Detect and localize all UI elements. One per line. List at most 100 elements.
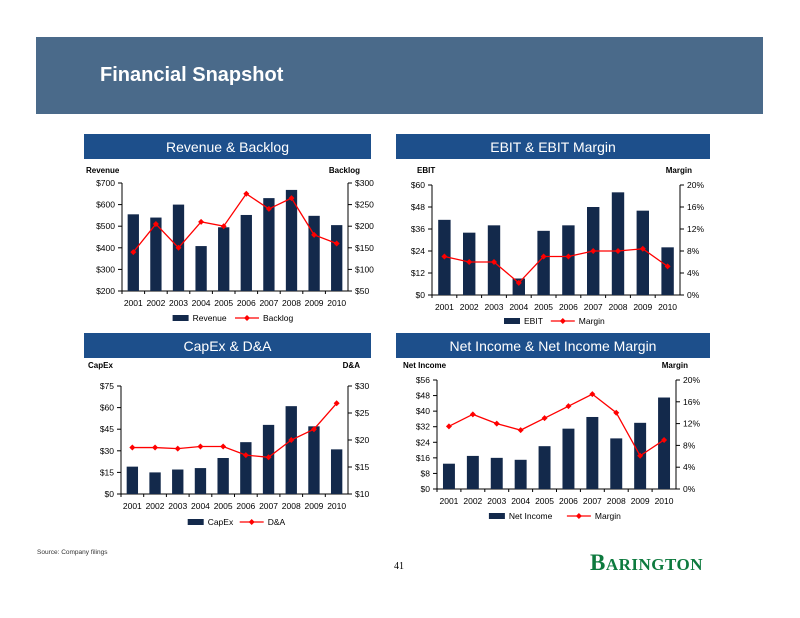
right-tick-label: 4% (687, 268, 700, 278)
right-tick-label: $10 (355, 489, 369, 499)
company-logo: BARINGTON (590, 550, 703, 576)
ebit-margin-chart: EBIT Margin $0 $12 $24 $36 $48 $60 0% 4% 8% 12% 16% 2… (411, 166, 705, 326)
right-tick-label: $250 (355, 200, 374, 210)
category-label: 2007 (259, 501, 278, 511)
category-label: 2009 (305, 298, 324, 308)
left-tick-label: $24 (416, 437, 430, 447)
line-point-2008 (288, 195, 295, 202)
page-title: Financial Snapshot (100, 64, 284, 86)
category-label: 2005 (214, 298, 233, 308)
category-label: 2004 (192, 298, 211, 308)
category-label: 2008 (282, 501, 301, 511)
right-tick-label: 20% (687, 180, 704, 190)
bar-capex-2009 (308, 426, 320, 494)
category-label: 2005 (214, 501, 233, 511)
line-point-2003 (491, 259, 497, 265)
legend-bar-swatch (187, 519, 204, 525)
category-label: 2003 (168, 501, 187, 511)
legend-line-marker (575, 513, 582, 519)
line-point-2004 (197, 443, 204, 450)
bar-ebit-2009 (636, 210, 649, 295)
category-label: 2003 (485, 302, 504, 312)
right-tick-label: 20% (683, 375, 700, 385)
category-label: 2001 (124, 298, 143, 308)
line-point-2006 (565, 253, 572, 260)
title-banner: Financial Snapshot (36, 37, 763, 114)
left-axis-title: EBIT (417, 166, 435, 175)
line-point-2004 (515, 279, 522, 286)
line-point-2009 (311, 231, 318, 238)
line-point-2003 (175, 244, 182, 251)
left-tick-label: $24 (411, 246, 425, 256)
category-label: 2001 (435, 302, 454, 312)
bar-capex-2001 (126, 466, 139, 494)
line-point-2008 (288, 437, 295, 443)
legend-bar-swatch (504, 318, 520, 324)
bar-revenue-2009 (308, 215, 320, 291)
line-point-2010 (333, 400, 340, 407)
bar-net-income-2002 (466, 455, 479, 489)
bar-revenue-2004 (195, 246, 207, 291)
category-label: 2009 (633, 302, 652, 312)
left-tick-label: $0 (421, 484, 431, 494)
line-series-backlog (132, 192, 337, 253)
bar-capex-2002 (149, 472, 161, 494)
revenue-backlog-chart: Revenue Backlog $200 $300 $400 $500 $600 $700 $5… (86, 166, 374, 323)
bar-capex-2010 (330, 449, 343, 494)
right-tick-label: $25 (355, 408, 369, 418)
bar-ebit-2005 (537, 230, 550, 295)
left-tick-label: $60 (100, 403, 114, 413)
category-label: 2005 (534, 302, 553, 312)
right-tick-label: 16% (687, 202, 704, 212)
category-label: 2010 (658, 302, 677, 312)
right-tick-label: 8% (683, 440, 696, 450)
line-point-2003 (493, 420, 500, 427)
line-point-2009 (639, 245, 646, 252)
category-label: 2008 (282, 298, 301, 308)
line-point-2005 (540, 253, 547, 260)
line-point-2005 (220, 223, 227, 230)
category-label: 2002 (463, 496, 482, 506)
category-label: 2004 (509, 302, 528, 312)
bar-net-income-2005 (538, 446, 551, 489)
bar-net-income-2007 (586, 416, 599, 489)
left-tick-label: $48 (416, 391, 430, 401)
category-label: 2008 (607, 496, 626, 506)
right-tick-label: 12% (687, 224, 704, 234)
line-series-margin (448, 393, 665, 457)
bar-revenue-2002 (150, 217, 162, 291)
line-point-2004 (198, 218, 205, 225)
left-tick-label: $0 (105, 489, 115, 499)
legend-bar-label: CapEx (208, 517, 234, 527)
right-tick-label: 12% (683, 419, 700, 429)
right-tick-label: 0% (687, 290, 700, 300)
bar-revenue-2006 (240, 214, 252, 291)
line-point-2001 (129, 444, 136, 451)
bar-revenue-2008 (285, 189, 298, 291)
right-axis-title: D&A (343, 361, 361, 370)
left-tick-label: $300 (96, 264, 115, 274)
category-label: 2006 (237, 298, 256, 308)
bar-ebit-2008 (611, 192, 625, 295)
capex-da-header: CapEx & D&A (84, 333, 371, 358)
category-label: 2007 (584, 302, 603, 312)
line-point-2008 (613, 409, 620, 416)
page-number: 41 (394, 561, 404, 572)
net-income-margin-chart: Net Income Margin $0 $8 $16 $24 $32 $40 $48 $56 0%… (403, 361, 700, 521)
category-label: 2006 (559, 302, 578, 312)
line-point-2009 (310, 426, 317, 433)
bar-ebit-2004 (512, 278, 525, 295)
bar-net-income-2001 (442, 463, 455, 489)
line-series-margin (444, 248, 668, 284)
line-point-2006 (242, 452, 249, 459)
category-label: 2002 (460, 302, 479, 312)
revenue-backlog-header: Revenue & Backlog (84, 134, 371, 159)
line-point-2006 (243, 190, 250, 197)
category-label: 2004 (191, 501, 210, 511)
line-series-d-a (132, 402, 338, 458)
left-tick-label: $0 (416, 290, 426, 300)
category-label: 2005 (535, 496, 554, 506)
left-axis-title: Revenue (86, 166, 120, 175)
category-label: 2010 (327, 298, 346, 308)
category-label: 2007 (259, 298, 278, 308)
